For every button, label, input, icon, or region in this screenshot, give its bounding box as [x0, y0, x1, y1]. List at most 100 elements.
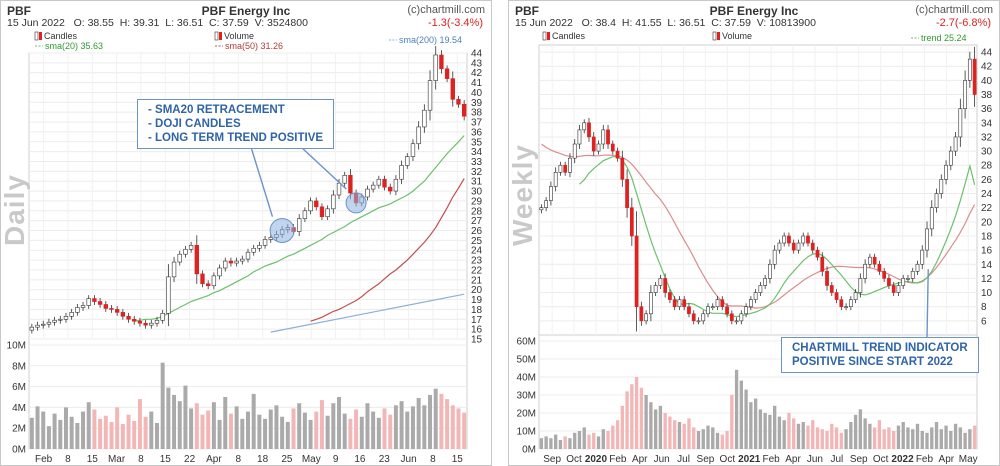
y-tick-label: 12 — [981, 274, 993, 285]
y-tick-label: 17 — [471, 315, 483, 326]
ohlc-date: 15 Jun 2022 — [515, 17, 573, 29]
volume-tick-label: 10M — [7, 341, 26, 352]
candle-body — [844, 306, 848, 309]
volume-bar — [582, 427, 586, 449]
y-tick-label: 34 — [981, 118, 993, 129]
candle-body — [863, 263, 867, 279]
candle-body — [114, 309, 120, 313]
volume-bar — [103, 415, 108, 449]
volume-bar — [143, 416, 148, 449]
volume-bar — [553, 434, 558, 449]
ohlc-low: L: 36.51 — [165, 17, 204, 29]
candle-body — [848, 299, 853, 308]
candle-body — [687, 306, 691, 315]
y-tick-label: 21 — [471, 275, 483, 286]
candle-body — [806, 235, 810, 244]
volume-bar — [325, 415, 330, 449]
annotation-arrow — [926, 269, 929, 338]
candle-body — [240, 258, 245, 262]
volume-bar — [393, 405, 398, 449]
company-name: PBF Energy Inc — [709, 4, 799, 18]
candle-body — [166, 276, 171, 314]
x-tick-label: 8 — [65, 454, 71, 465]
volume-bar — [825, 431, 829, 449]
annotation-box: - SMA20 RETRACEMENT - DOJI CANDLES - LON… — [137, 99, 335, 149]
volume-bar — [820, 429, 824, 449]
candle-body — [58, 318, 63, 321]
y-tick-label: 30 — [471, 187, 483, 198]
volume-bar — [715, 432, 720, 449]
volume-bar — [410, 406, 415, 449]
volume-bar — [658, 405, 663, 449]
volume-bar — [706, 425, 710, 449]
volume-bar — [166, 387, 171, 449]
volume-bar — [958, 427, 963, 449]
volume-bar — [132, 420, 137, 449]
x-tick-label: Sep — [697, 454, 715, 465]
volume-tick-label: 50M — [517, 355, 536, 366]
volume-bar — [189, 408, 194, 449]
candle-body — [109, 308, 114, 310]
candle-body — [132, 318, 137, 322]
candle-body — [46, 321, 52, 325]
candle-body — [553, 172, 558, 187]
candle-body — [319, 206, 325, 218]
candle-body — [149, 322, 154, 326]
volume-bar — [399, 401, 404, 449]
y-tick-label: 14 — [981, 260, 993, 271]
candle-body — [69, 312, 74, 317]
candle-body — [682, 299, 687, 308]
y-tick-label: 18 — [981, 231, 993, 242]
volume-bar — [41, 411, 46, 449]
volume-bar — [868, 423, 872, 449]
price-change: -1.3(-3.4%) — [427, 17, 483, 29]
legend-sma20: sma(20) 35.63 — [45, 41, 103, 51]
ohlc-date: 15 Jun 2022 — [7, 17, 65, 29]
y-tick-label: 40 — [471, 88, 483, 99]
candle-body — [829, 285, 834, 293]
annotation-line-2: - DOJI CANDLES — [148, 118, 241, 130]
candle-body — [126, 316, 131, 320]
volume-bar — [606, 431, 610, 449]
x-tick-label: Apr — [785, 454, 801, 465]
volume-bar — [853, 414, 858, 449]
volume-tick-label: 0M — [12, 445, 26, 456]
candle-body — [944, 164, 948, 180]
candle-body — [715, 299, 720, 308]
volume-bar — [280, 416, 285, 449]
volume-bar — [137, 399, 142, 449]
candle-body — [725, 306, 729, 315]
candle-body — [772, 249, 777, 265]
candle-body — [143, 322, 148, 326]
x-tick-label: 2020 — [585, 454, 608, 465]
x-tick-label: Apr — [206, 454, 222, 465]
candle-body — [653, 285, 658, 293]
candle-body — [262, 239, 268, 246]
y-tick-label: 24 — [471, 246, 483, 257]
volume-bar — [200, 414, 205, 449]
candle-body — [720, 299, 725, 308]
candle-body — [810, 242, 815, 251]
volume-bar — [549, 438, 553, 449]
candle-body — [177, 253, 182, 263]
candle-body — [75, 307, 80, 313]
volume-bar — [787, 413, 791, 449]
y-tick-label: 6 — [981, 316, 987, 327]
volume-bar — [228, 413, 233, 449]
candle-body — [729, 313, 734, 322]
legend-sma200: sma(200) 19.54 — [399, 35, 462, 45]
ticker-symbol: PBF — [7, 4, 31, 18]
volume-bar — [944, 425, 948, 449]
y-tick-label: 25 — [471, 236, 483, 247]
candle-body — [877, 263, 882, 272]
volume-bar — [422, 405, 427, 449]
volume-tick-label: 6M — [12, 382, 26, 393]
x-tick-label: Apr — [632, 454, 648, 465]
volume-bar — [539, 438, 544, 449]
x-tick-label: 2022 — [891, 454, 914, 465]
y-tick-label: 29 — [471, 196, 483, 207]
annotation-line-3: - LONG TERM TREND POSITIVE — [148, 132, 324, 144]
volume-bar — [177, 401, 182, 449]
weekly-candlestick-chart: Candles Volume trend 25.246810121416182022… — [517, 31, 993, 465]
annotation-arrow — [300, 146, 347, 190]
